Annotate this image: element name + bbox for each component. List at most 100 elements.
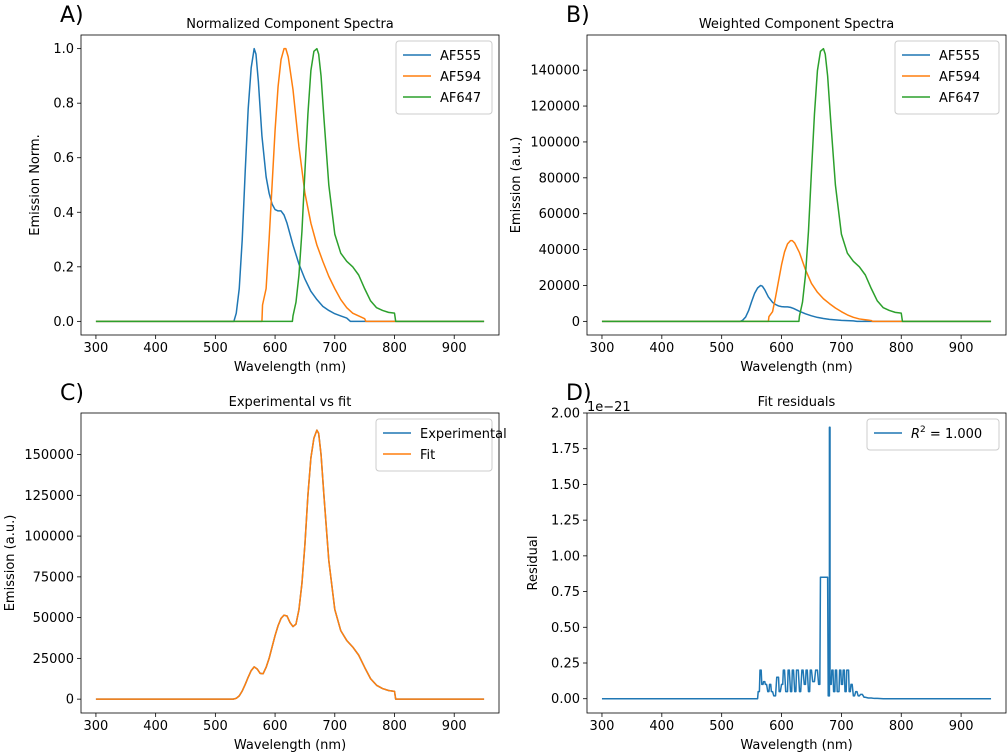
- x-tick-label: 600: [769, 719, 794, 734]
- x-tick-label: 300: [590, 719, 615, 734]
- x-axis-label: Wavelength (nm): [234, 360, 346, 375]
- y-tick-label: 80000: [539, 171, 580, 186]
- y-offset-text: 1e−21: [587, 400, 631, 415]
- series-line-r-1-000: [601, 426, 992, 700]
- x-tick-label: 600: [769, 341, 794, 356]
- x-tick-label: 900: [442, 341, 467, 356]
- y-tick-label: 1.50: [551, 478, 580, 493]
- legend: AF555 AF594 AF647: [894, 40, 1000, 115]
- y-tick-label: 1.75: [551, 442, 580, 457]
- y-tick-label: 40000: [539, 243, 580, 258]
- legend-label: AF647: [440, 91, 481, 106]
- y-tick-label: 0.8: [53, 97, 74, 112]
- axes-frame: [80, 412, 500, 714]
- x-tick-label: 400: [143, 341, 168, 356]
- legend: Experimental Fit: [375, 418, 507, 472]
- legend-box: [395, 40, 493, 115]
- panel-2: B) Weighted Component Spectra 300 400 500 600…: [509, 3, 1007, 375]
- x-tick-label: 700: [322, 341, 347, 356]
- legend-label-rest: = 1.000: [926, 427, 982, 442]
- x-axis-label: Wavelength (nm): [740, 738, 852, 753]
- plot-lines: [95, 47, 485, 323]
- y-axis-label: Emission (a.u.): [509, 137, 524, 234]
- y-tick-label: 1.25: [551, 514, 580, 529]
- panel-label: A): [60, 3, 84, 28]
- y-tick-label: 0: [66, 693, 74, 708]
- y-tick-label: 75000: [33, 570, 74, 585]
- series-line-af555: [601, 284, 992, 323]
- legend-label-sup: 2: [920, 425, 926, 435]
- panel-label: C): [60, 381, 84, 406]
- plot-lines: [601, 47, 992, 323]
- panel-label: D): [566, 381, 592, 406]
- legend: R2 = 1.000: [866, 418, 1000, 451]
- x-tick-label: 700: [829, 719, 854, 734]
- y-axis-label: Emission Norm.: [28, 134, 43, 236]
- legend-label: AF647: [939, 91, 980, 106]
- axes-frame: [586, 34, 1007, 336]
- chart-title: Weighted Component Spectra: [699, 17, 894, 32]
- x-tick-label: 800: [889, 341, 914, 356]
- x-tick-label: 900: [949, 719, 974, 734]
- x-tick-label: 400: [649, 719, 674, 734]
- y-tick-label: 100000: [530, 135, 580, 150]
- panel-4: D) Fit residuals 300 400 500 600 700 800 900 0.00…: [526, 381, 1007, 753]
- y-tick-label: 0.6: [53, 151, 74, 166]
- x-tick-label: 900: [949, 341, 974, 356]
- y-tick-label: 2.00: [551, 407, 580, 422]
- series-line-af594: [601, 239, 992, 323]
- y-axis-label: Emission (a.u.): [3, 515, 18, 612]
- x-tick-label: 600: [263, 719, 288, 734]
- y-tick-label: 0.0: [53, 315, 74, 330]
- panel-label: B): [566, 3, 590, 28]
- y-tick-label: 0.50: [551, 621, 580, 636]
- y-tick-label: 100000: [24, 530, 74, 545]
- series-line-fit: [95, 429, 485, 700]
- legend-label: R2 = 1.000: [911, 425, 982, 442]
- y-tick-label: 140000: [530, 64, 580, 79]
- x-tick-label: 800: [382, 719, 407, 734]
- y-tick-label: 1.00: [551, 549, 580, 564]
- y-tick-label: 50000: [33, 611, 74, 626]
- y-tick-label: 60000: [539, 207, 580, 222]
- y-tick-label: 0.4: [53, 206, 74, 221]
- legend-label: AF555: [939, 49, 980, 64]
- y-tick-label: 1.0: [53, 42, 74, 57]
- x-tick-label: 500: [203, 719, 228, 734]
- y-tick-label: 120000: [530, 100, 580, 115]
- y-tick-label: 0.00: [551, 692, 580, 707]
- legend: AF555 AF594 AF647: [395, 40, 493, 115]
- y-tick-label: 0.2: [53, 260, 74, 275]
- x-tick-label: 500: [709, 719, 734, 734]
- plot-lines: [95, 429, 485, 700]
- x-tick-label: 800: [382, 341, 407, 356]
- y-tick-label: 20000: [539, 279, 580, 294]
- axes-frame: [586, 412, 1007, 714]
- chart-title: Normalized Component Spectra: [186, 17, 394, 32]
- x-tick-label: 700: [829, 341, 854, 356]
- y-tick-label: 0.75: [551, 585, 580, 600]
- legend-box: [866, 418, 1000, 451]
- series-line-af594: [95, 47, 485, 323]
- y-tick-label: 150000: [24, 448, 74, 463]
- chart-title: Experimental vs fit: [229, 395, 352, 410]
- axes-frame: [80, 34, 500, 336]
- x-tick-label: 500: [203, 341, 228, 356]
- series-line-af647: [601, 47, 992, 323]
- legend-label: AF555: [440, 49, 481, 64]
- x-tick-label: 600: [263, 341, 288, 356]
- panel-3: C) Experimental vs fit 300 400 500 600 700 800 9…: [3, 381, 507, 753]
- x-tick-label: 400: [143, 719, 168, 734]
- x-tick-label: 300: [84, 719, 109, 734]
- x-tick-label: 400: [649, 341, 674, 356]
- legend-label: Fit: [420, 448, 435, 463]
- x-tick-label: 300: [590, 341, 615, 356]
- legend-box: [894, 40, 1000, 115]
- y-tick-label: 0.25: [551, 657, 580, 672]
- x-tick-label: 700: [322, 719, 347, 734]
- y-tick-label: 25000: [33, 652, 74, 667]
- x-tick-label: 500: [709, 341, 734, 356]
- panel-1: A) Normalized Component Spectra 300 400 500 6…: [28, 3, 500, 375]
- x-tick-label: 800: [889, 719, 914, 734]
- legend-label-var: R: [911, 427, 920, 442]
